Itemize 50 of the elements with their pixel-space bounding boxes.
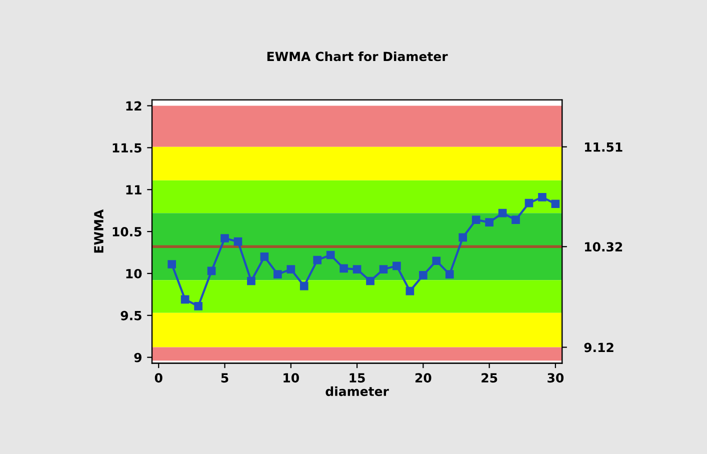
point	[379, 265, 388, 274]
point	[551, 200, 560, 208]
x-tick-label: 5	[221, 373, 228, 383]
point	[286, 265, 296, 274]
point	[220, 234, 229, 242]
point	[168, 260, 176, 268]
point	[432, 256, 441, 266]
y-tick-label: 12	[126, 101, 142, 110]
point	[207, 266, 216, 276]
y-tick-label: 11.5	[112, 143, 142, 153]
y2-tick-label: 10.32	[585, 242, 622, 252]
point	[366, 276, 374, 286]
x-tick-label: 0	[154, 373, 162, 383]
point	[392, 262, 401, 270]
point	[260, 252, 269, 261]
y-axis-title: EWMA	[94, 209, 104, 253]
chart-title: EWMA Chart for Diameter	[267, 51, 448, 62]
x-tick-label: 25	[482, 373, 498, 383]
point	[180, 295, 190, 304]
y-tick-label: 9.5	[120, 310, 142, 320]
x-tick-label: 20	[415, 373, 432, 383]
y-tick-label: 9	[134, 352, 142, 362]
point	[524, 198, 534, 208]
point	[472, 216, 480, 224]
point	[498, 208, 507, 218]
point	[538, 192, 546, 202]
y-tick-label: 10	[126, 268, 142, 278]
point	[300, 282, 308, 290]
x-tick-label: 10	[284, 373, 299, 383]
point	[194, 302, 202, 310]
point	[512, 216, 520, 224]
x-tick-label: 15	[350, 373, 365, 383]
point	[247, 276, 256, 286]
point	[313, 256, 322, 264]
point	[458, 233, 468, 242]
point	[419, 270, 428, 280]
y2-tick-label: 11.51	[585, 142, 622, 152]
point	[340, 264, 348, 273]
point	[234, 237, 242, 246]
point	[485, 218, 494, 226]
point	[326, 250, 335, 260]
x-axis-title: diameter	[326, 386, 389, 396]
point	[274, 270, 282, 278]
y2-tick-label: 9.12	[584, 342, 614, 352]
y-tick-label: 10.5	[112, 227, 142, 236]
point	[352, 265, 362, 274]
x-tick-label: 30	[548, 373, 564, 383]
point	[406, 286, 414, 296]
point	[445, 270, 454, 278]
y-tick-label: 11	[126, 185, 142, 194]
